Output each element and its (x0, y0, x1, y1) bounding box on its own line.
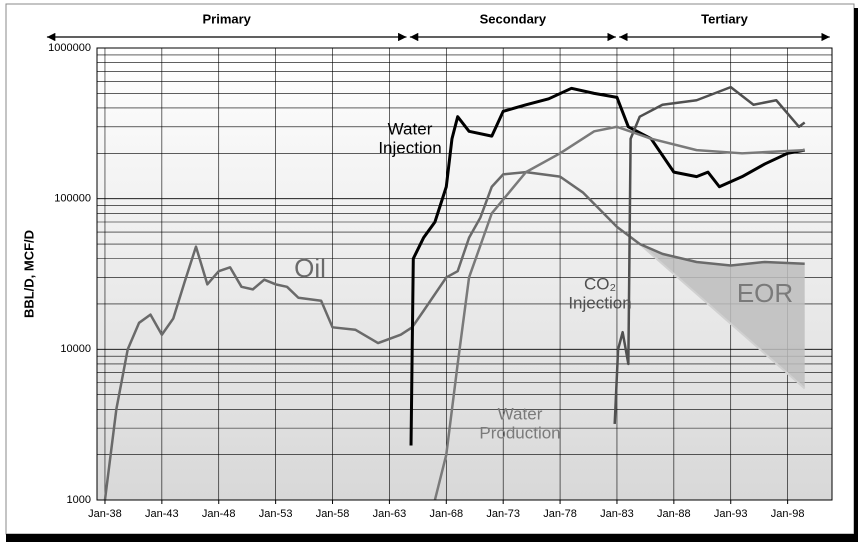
x-tick-label: Jan-38 (88, 508, 122, 520)
x-tick-label: Jan-98 (771, 508, 805, 520)
x-tick-label: Jan-73 (486, 508, 520, 520)
phase-label: Primary (202, 11, 251, 26)
series-label: Water Production (479, 405, 560, 443)
series-label: CO₂ Injection (568, 275, 631, 313)
x-tick-label: Jan-88 (657, 508, 691, 520)
series-line (409, 86, 805, 446)
frame-shadow (6, 534, 858, 542)
x-tick-label: Jan-53 (259, 508, 293, 520)
y-tick-label: 1000000 (48, 42, 91, 54)
x-tick-label: Jan-68 (429, 508, 463, 520)
x-tick-label: Jan-93 (714, 508, 748, 520)
eor-label: EOR (737, 278, 793, 308)
y-tick-label: 10000 (60, 343, 91, 355)
y-tick-label: 1000 (67, 494, 91, 506)
series-label: Water Injection (378, 120, 441, 158)
phase-label: Tertiary (701, 11, 748, 26)
frame-shadow (854, 8, 858, 538)
x-tick-label: Jan-78 (543, 508, 577, 520)
eor-decline-line (639, 243, 806, 390)
x-tick-label: Jan-83 (600, 508, 634, 520)
x-tick-label: Jan-63 (373, 508, 407, 520)
plot-border (96, 47, 833, 501)
series-label: Oil (294, 253, 326, 283)
y-tick-label: 100000 (54, 193, 91, 205)
series-line (433, 125, 805, 501)
phase-label: Secondary (480, 11, 547, 26)
x-tick-label: Jan-58 (316, 508, 350, 520)
series-line (103, 170, 805, 501)
y-axis-label: BBL/D, MCF/D (21, 230, 36, 318)
x-tick-label: Jan-43 (145, 508, 179, 520)
series-line (613, 85, 806, 424)
x-tick-label: Jan-48 (202, 508, 236, 520)
